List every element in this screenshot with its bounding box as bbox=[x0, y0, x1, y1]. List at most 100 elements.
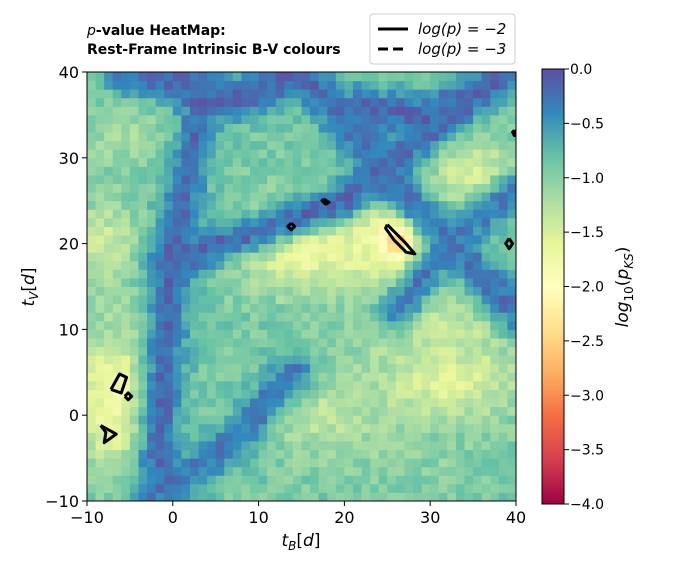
heatmap-cell bbox=[318, 277, 328, 287]
heatmap-cell bbox=[421, 132, 431, 142]
heatmap-cell bbox=[215, 106, 225, 116]
heatmap-cell bbox=[258, 72, 268, 82]
heatmap-cell bbox=[275, 89, 285, 99]
heatmap-cell bbox=[498, 329, 508, 339]
heatmap-cell bbox=[327, 483, 337, 493]
heatmap-cell bbox=[361, 106, 371, 116]
y-tick-label: −10 bbox=[45, 492, 79, 511]
heatmap-cell bbox=[121, 492, 131, 501]
heatmap-cell bbox=[378, 337, 388, 348]
heatmap-cell bbox=[473, 235, 483, 245]
heatmap-cell bbox=[87, 312, 97, 322]
heatmap-cell bbox=[164, 260, 174, 270]
heatmap-cell bbox=[155, 449, 165, 459]
heatmap-cell bbox=[498, 149, 508, 159]
heatmap-cell bbox=[395, 449, 405, 459]
heatmap-cell bbox=[155, 166, 165, 176]
heatmap-cell bbox=[335, 72, 345, 82]
heatmap-cell bbox=[121, 277, 131, 287]
heatmap-cell bbox=[318, 200, 328, 210]
heatmap-cell bbox=[413, 458, 423, 468]
heatmap-cell bbox=[181, 252, 191, 262]
heatmap-cell bbox=[464, 329, 474, 339]
heatmap-cell bbox=[250, 312, 260, 322]
heatmap-cell bbox=[490, 363, 500, 373]
heatmap-cell bbox=[292, 337, 302, 348]
heatmap-cell bbox=[87, 337, 97, 348]
heatmap-cell bbox=[87, 458, 97, 468]
heatmap-cell bbox=[232, 432, 242, 442]
heatmap-cell bbox=[413, 406, 423, 416]
heatmap-cell bbox=[498, 252, 508, 262]
heatmap-cell bbox=[147, 260, 157, 270]
heatmap-cell bbox=[310, 398, 320, 408]
heatmap-cell bbox=[438, 337, 448, 348]
heatmap-cell bbox=[344, 166, 354, 176]
heatmap-cell bbox=[318, 363, 328, 373]
heatmap-cell bbox=[189, 72, 200, 82]
heatmap-cell bbox=[232, 492, 242, 501]
heatmap-cell bbox=[104, 243, 114, 253]
heatmap-cell bbox=[447, 406, 457, 416]
heatmap-cell bbox=[155, 72, 165, 82]
heatmap-cell bbox=[404, 423, 414, 433]
heatmap-cell bbox=[215, 320, 225, 330]
heatmap-cell bbox=[430, 295, 440, 305]
heatmap-cell bbox=[172, 398, 182, 408]
heatmap-cell bbox=[404, 440, 414, 451]
heatmap-cell bbox=[464, 466, 474, 476]
x-axis-ticks: −10 0 10 20 30 40 bbox=[70, 501, 526, 527]
heatmap-cell bbox=[473, 140, 483, 150]
heatmap-cell bbox=[438, 209, 448, 219]
heatmap-cell bbox=[112, 106, 122, 116]
heatmap-cell bbox=[267, 235, 277, 245]
heatmap-cell bbox=[138, 166, 148, 176]
heatmap-cell bbox=[267, 286, 277, 296]
heatmap-cell bbox=[95, 320, 105, 330]
heatmap-cell bbox=[224, 475, 234, 485]
heatmap-cell bbox=[232, 226, 242, 236]
heatmap-cell bbox=[413, 329, 423, 339]
heatmap-cell bbox=[292, 312, 302, 322]
heatmap-cell bbox=[430, 492, 440, 501]
heatmap-cell bbox=[395, 72, 405, 82]
heatmap-cell bbox=[507, 106, 516, 116]
heatmap-cell bbox=[464, 140, 474, 150]
heatmap-cell bbox=[198, 380, 208, 390]
heatmap-cell bbox=[387, 243, 397, 253]
heatmap-cell bbox=[447, 166, 457, 176]
heatmap-cell bbox=[275, 260, 285, 270]
heatmap-cell bbox=[147, 217, 157, 227]
heatmap-cell bbox=[121, 432, 131, 442]
heatmap-cell bbox=[473, 252, 483, 262]
heatmap-cell bbox=[172, 355, 182, 365]
heatmap-cell bbox=[95, 123, 105, 133]
heatmap-cell bbox=[310, 209, 320, 219]
heatmap-cell bbox=[310, 97, 320, 107]
heatmap-cell bbox=[164, 269, 174, 279]
heatmap-cell bbox=[129, 235, 139, 245]
heatmap-cell bbox=[370, 389, 380, 399]
heatmap-cell bbox=[138, 217, 148, 227]
heatmap-cell bbox=[104, 80, 114, 90]
heatmap-cell bbox=[181, 372, 191, 382]
heatmap-cell bbox=[370, 329, 380, 339]
heatmap-cell bbox=[335, 149, 345, 159]
heatmap-cell bbox=[370, 372, 380, 382]
heatmap-cell bbox=[438, 320, 448, 330]
heatmap-cell bbox=[378, 123, 388, 133]
heatmap-cell bbox=[198, 492, 208, 501]
heatmap-cell bbox=[370, 337, 380, 348]
heatmap-cell bbox=[507, 132, 516, 142]
heatmap-cell bbox=[232, 157, 242, 167]
heatmap-cell bbox=[352, 320, 363, 330]
heatmap-cell bbox=[275, 295, 285, 305]
heatmap-cell bbox=[447, 389, 457, 399]
heatmap-cell bbox=[361, 252, 371, 262]
heatmap-cell bbox=[490, 132, 500, 142]
heatmap-cell bbox=[455, 380, 466, 390]
heatmap-cell bbox=[198, 106, 208, 116]
heatmap-cell bbox=[104, 466, 114, 476]
heatmap-cell bbox=[301, 192, 311, 202]
heatmap-cell bbox=[172, 286, 182, 296]
